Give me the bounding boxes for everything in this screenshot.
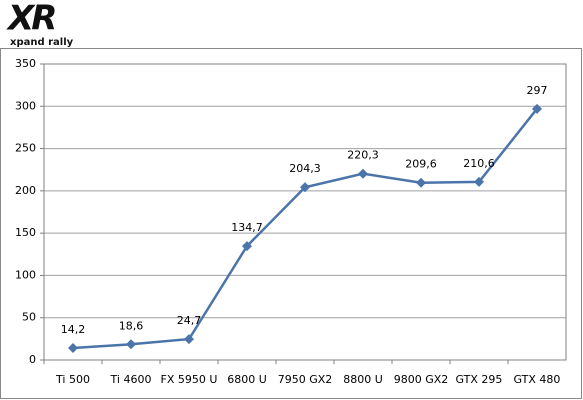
marker [300,182,310,193]
marker [126,339,136,350]
x-tick-label: 7950 GX2 [278,373,333,386]
marker [532,103,542,114]
x-tick-label: 6800 U [227,373,267,386]
y-tick-label: 150 [15,226,36,239]
y-tick-label: 250 [15,142,36,155]
y-tick-label: 100 [15,268,36,281]
logo-mark: XR [6,0,55,39]
x-tick-label: Ti 4600 [110,373,152,386]
marker [184,334,194,345]
x-tick-label: Ti 500 [55,373,90,386]
y-tick-label: 0 [29,353,36,366]
data-label: 204,3 [289,162,321,175]
marker [474,176,484,187]
data-label: 134,7 [231,221,263,234]
x-tick-label: FX 5950 U [161,373,218,386]
y-tick-label: 350 [15,57,36,70]
chart-frame [0,48,582,399]
marker [68,342,78,353]
y-tick-label: 50 [22,311,36,324]
data-label: 18,6 [119,319,144,332]
data-label: 24,7 [177,314,202,327]
data-label: 209,6 [405,158,437,171]
x-tick-label: 9800 GX2 [394,373,449,386]
data-label: 297 [527,84,548,97]
data-label: 210,6 [463,157,495,170]
x-tick-label: GTX 480 [514,373,561,386]
marker [358,168,368,179]
x-tick-label: GTX 295 [456,373,503,386]
data-label: 14,2 [61,323,86,336]
x-tick-label: 8800 U [343,373,383,386]
plot-border [43,63,567,361]
logo-tagline: xpand rally [10,37,74,48]
data-label: 220,3 [347,149,379,162]
marker [416,177,426,188]
marker [242,241,252,252]
y-tick-label: 300 [15,99,36,112]
y-tick-label: 200 [15,184,36,197]
